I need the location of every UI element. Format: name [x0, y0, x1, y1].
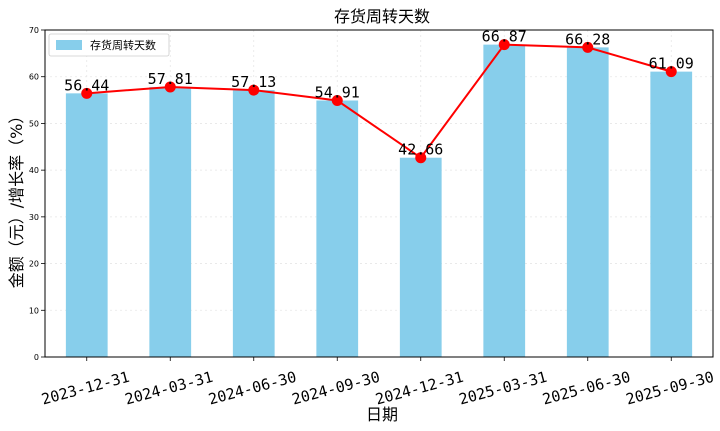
- y-axis-label: 金额（元）/增长率（%）: [7, 108, 26, 289]
- bar: [483, 44, 526, 357]
- bar: [399, 157, 442, 357]
- x-tick-label: 2024-03-31: [123, 368, 215, 409]
- bar: [650, 71, 693, 357]
- y-tick-label: 0: [34, 353, 39, 362]
- line-point: [498, 39, 510, 51]
- bar: [65, 93, 108, 357]
- axes: 0102030405060702023-12-312024-03-312024-…: [29, 26, 716, 409]
- x-tick-label: 2023-12-31: [40, 368, 132, 409]
- plot-frame: [44, 29, 714, 358]
- data-label: 57.13: [231, 73, 276, 91]
- data-label: 56.44: [64, 76, 109, 94]
- bar: [566, 47, 609, 357]
- data-label: 66.87: [482, 28, 527, 46]
- data-label: 57.81: [148, 70, 193, 88]
- x-tick-label: 2024-09-30: [290, 368, 382, 409]
- legend: 存货周转天数: [48, 33, 170, 57]
- line-point: [665, 66, 677, 78]
- bar: [149, 86, 192, 358]
- chart-title: 存货周转天数: [334, 7, 430, 26]
- x-tick-label: 2024-06-30: [207, 368, 299, 409]
- y-tick-label: 50: [29, 119, 39, 128]
- y-tick-label: 20: [29, 260, 39, 269]
- data-label: 66.28: [565, 30, 610, 48]
- data-label: 61.09: [649, 55, 694, 73]
- bars: [65, 44, 693, 358]
- line-series: [81, 39, 677, 164]
- legend-box: [48, 33, 170, 57]
- y-tick-label: 40: [29, 166, 39, 175]
- x-tick-label: 2024-12-31: [374, 368, 466, 409]
- line-point: [248, 84, 260, 96]
- data-label: 54.91: [315, 83, 360, 101]
- x-tick-label: 2025-09-30: [624, 368, 716, 409]
- line-point: [331, 94, 343, 106]
- x-axis-label: 日期: [366, 405, 398, 424]
- x-tick-label: 2025-06-30: [541, 368, 633, 409]
- line-point: [582, 41, 594, 53]
- line-point: [81, 87, 93, 99]
- line-point: [164, 81, 176, 93]
- y-tick-label: 60: [29, 73, 39, 82]
- data-labels: 56.44 57.81 57.13 54.91 42.66 66.87 66.28 61.09: [64, 28, 694, 159]
- y-tick-label: 10: [29, 306, 39, 315]
- grid: [45, 29, 713, 358]
- x-tick-label: 2025-03-31: [457, 368, 549, 409]
- y-tick-label: 70: [29, 26, 39, 35]
- data-label: 42.66: [398, 141, 443, 159]
- bar: [316, 100, 359, 358]
- series-line: [86, 43, 672, 160]
- line-point: [415, 152, 427, 164]
- legend-swatch: [56, 40, 82, 50]
- bar: [232, 90, 275, 358]
- y-tick-label: 30: [29, 213, 39, 222]
- legend-label: 存货周转天数: [90, 38, 156, 52]
